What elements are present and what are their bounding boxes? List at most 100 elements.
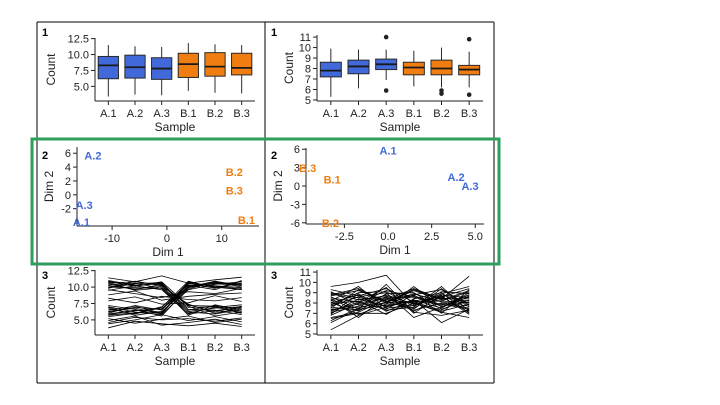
panel-label: 1 bbox=[42, 27, 48, 39]
y-tick-label: 10 bbox=[299, 277, 311, 289]
y-tick-label: 8 bbox=[305, 298, 311, 310]
y-tick-label: 10.0 bbox=[68, 282, 89, 294]
x-tick-label: B.3 bbox=[461, 108, 478, 120]
panel-label: 1 bbox=[271, 27, 277, 39]
point-label-A.1: A.1 bbox=[73, 217, 90, 229]
x-axis-label: Dim 1 bbox=[152, 245, 184, 259]
x-tick-label: B.1 bbox=[406, 342, 423, 354]
series-line-32 bbox=[108, 315, 242, 326]
box-outlier bbox=[466, 36, 472, 42]
point-label-B.2: B.2 bbox=[322, 218, 339, 230]
point-label-A.2: A.2 bbox=[448, 172, 465, 184]
point-label-A.2: A.2 bbox=[84, 150, 101, 162]
x-tick-label: A.2 bbox=[127, 108, 144, 120]
x-tick-label: -2.5 bbox=[335, 231, 354, 243]
y-tick-label: 6 bbox=[305, 319, 311, 331]
highlight-box bbox=[30, 137, 501, 266]
x-tick-label: B.1 bbox=[180, 342, 197, 354]
y-axis-label: Count bbox=[44, 286, 58, 319]
y-tick-label: 10.0 bbox=[68, 50, 89, 62]
x-axis-label: Sample bbox=[155, 120, 196, 134]
y-tick-label: 9 bbox=[305, 53, 311, 65]
box-outlier bbox=[439, 91, 444, 96]
y-tick-label: 5 bbox=[305, 95, 311, 107]
x-tick-label: 2.5 bbox=[424, 231, 439, 243]
y-tick-label: 3 bbox=[294, 163, 300, 175]
x-tick-label: A.2 bbox=[350, 342, 367, 354]
box-B.3 bbox=[231, 52, 253, 76]
x-tick-label: B.3 bbox=[233, 108, 250, 120]
x-tick-label: B.2 bbox=[433, 342, 450, 354]
x-tick-label: A.2 bbox=[350, 108, 367, 120]
y-axis-label: Count bbox=[44, 53, 58, 86]
x-tick-label: A.1 bbox=[323, 342, 340, 354]
y-tick-label: 12.5 bbox=[68, 34, 89, 46]
chart-p1l: 1 5.0 7.5 10.0 12.5 Count Sample A.1 A.2 A.3 B.1 B.… bbox=[42, 27, 255, 134]
x-tick-label: 5.0 bbox=[468, 231, 483, 243]
box-outlier bbox=[383, 34, 389, 40]
series-line-33 bbox=[108, 320, 242, 329]
y-tick-label: 12.5 bbox=[68, 266, 89, 278]
panel-label: 2 bbox=[42, 150, 48, 162]
point-label-A.3: A.3 bbox=[461, 181, 478, 193]
box-outlier bbox=[439, 88, 444, 93]
point-label-B.2: B.2 bbox=[226, 167, 243, 179]
x-tick-label: -10 bbox=[104, 233, 120, 245]
series-line-28 bbox=[330, 289, 470, 309]
x-tick-label: B.3 bbox=[461, 342, 478, 354]
y-tick-label: 6 bbox=[65, 148, 71, 160]
y-tick-label: 7 bbox=[305, 74, 311, 86]
x-tick-label: A.3 bbox=[378, 342, 395, 354]
box-A.1 bbox=[319, 61, 342, 78]
y-tick-label: 8 bbox=[305, 64, 311, 76]
y-tick-label: 5 bbox=[305, 329, 311, 341]
y-tick-label: 4 bbox=[65, 162, 71, 174]
y-tick-label: 5.0 bbox=[74, 315, 89, 327]
y-tick-label: 7.5 bbox=[74, 298, 89, 310]
y-tick-label: 0 bbox=[65, 190, 71, 202]
x-tick-label: B.2 bbox=[207, 108, 224, 120]
panel-label: 3 bbox=[271, 270, 277, 282]
y-tick-label: 11 bbox=[300, 32, 311, 44]
x-tick-label: 0 bbox=[164, 233, 170, 245]
x-tick-label: A.1 bbox=[100, 342, 117, 354]
y-tick-label: 11 bbox=[300, 267, 311, 279]
x-axis-label: Sample bbox=[155, 354, 196, 368]
y-tick-label: -6 bbox=[290, 218, 300, 230]
series-line-21 bbox=[330, 294, 470, 311]
y-tick-label: -3 bbox=[290, 199, 300, 211]
box-B.2 bbox=[204, 52, 226, 77]
point-label-B.3: B.3 bbox=[226, 186, 243, 198]
box-B.1 bbox=[402, 61, 425, 76]
series-line-18 bbox=[108, 283, 242, 314]
series-line-31 bbox=[108, 275, 242, 284]
y-axis-label: Dim 2 bbox=[271, 170, 285, 202]
box-B.2 bbox=[430, 59, 453, 76]
point-label-B.1: B.1 bbox=[238, 215, 255, 227]
y-tick-label: 6 bbox=[294, 144, 300, 156]
chart-p3l: 3 5.0 7.5 10.0 12.5 Count Sample A.1 A.2 A.3 B.1 B.… bbox=[42, 266, 255, 368]
series-line-4 bbox=[330, 299, 470, 321]
box-B.1 bbox=[177, 52, 199, 78]
point-label-B.1: B.1 bbox=[324, 174, 341, 186]
x-tick-label: A.1 bbox=[323, 108, 340, 120]
y-axis-label: Count bbox=[282, 51, 296, 84]
point-label-A.3: A.3 bbox=[76, 200, 93, 212]
x-tick-label: B.1 bbox=[406, 108, 423, 120]
series-line-30 bbox=[108, 295, 242, 305]
y-tick-label: 0 bbox=[294, 181, 300, 193]
series-line-12 bbox=[330, 294, 470, 318]
x-axis-label: Sample bbox=[380, 354, 421, 368]
x-tick-label: B.1 bbox=[180, 108, 197, 120]
series-line-22 bbox=[108, 282, 242, 312]
series-line-25 bbox=[330, 288, 470, 301]
panel-label: 3 bbox=[42, 270, 48, 282]
box-outlier bbox=[383, 88, 389, 93]
series-line-30 bbox=[330, 286, 470, 308]
point-label-A.1: A.1 bbox=[379, 145, 396, 157]
series-line-29 bbox=[108, 295, 242, 304]
